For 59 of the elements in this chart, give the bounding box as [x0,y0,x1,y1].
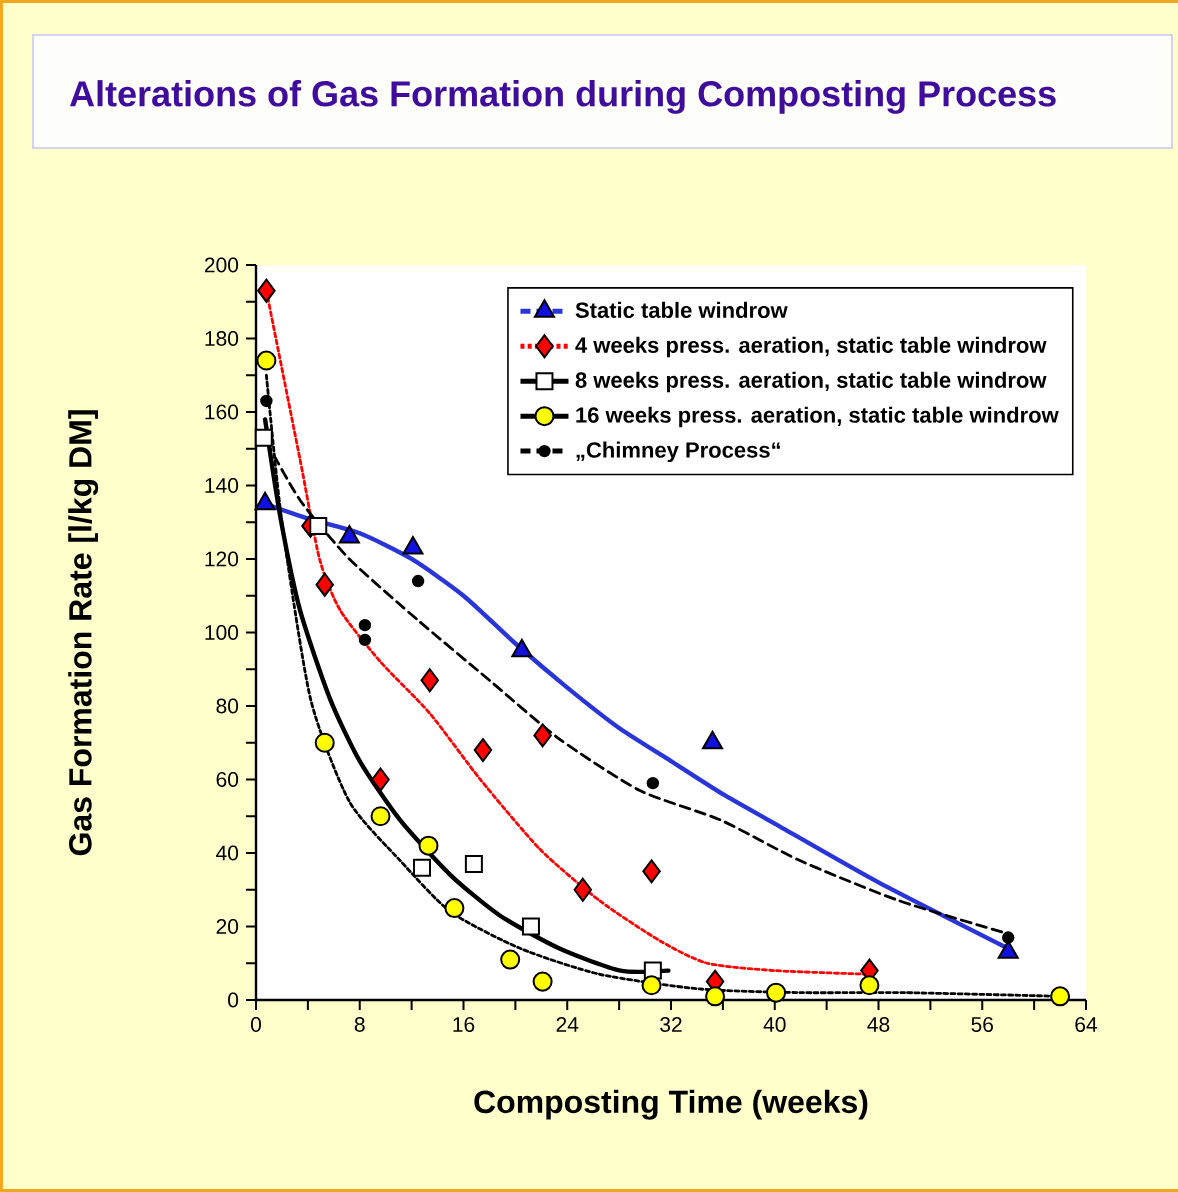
legend-label: Static table windrow [575,301,788,318]
x-tick-label: 8 [354,1017,365,1032]
point [256,350,277,371]
legend-label: „Chimney Process“ [576,441,780,463]
y-tick-label: 0 [228,992,239,1008]
y-tick-label: 80 [216,698,239,714]
point [309,516,328,535]
point [358,633,372,647]
y-tick-label: 200 [204,257,239,273]
legend-label: 4 weeks press. aeration, static table windrow [575,336,1047,358]
point [257,278,276,303]
point [370,806,391,827]
x-tick-label: 0 [250,1017,262,1032]
x-axis-title: Composting Time (weeks) [474,1089,868,1120]
point [641,975,662,996]
point [1002,931,1015,944]
point [411,574,425,588]
y-axis-title: Gas Formation Rate [l/kg DM] [68,410,99,856]
x-tick-label: 40 [763,1017,786,1032]
point [532,971,553,992]
y-tick-label: 140 [205,478,239,493]
point [444,898,465,919]
y-tick-label: 40 [216,845,239,861]
point [766,982,787,1003]
point [464,855,483,874]
point [371,767,390,792]
x-tick-label: 56 [971,1017,994,1032]
y-tick-label: 120 [205,551,239,567]
y-tick-label: 160 [205,404,239,420]
point [1050,986,1071,1007]
point [418,835,439,856]
legend-label: 16 weeks press. aeration, static table windrow [576,406,1059,428]
point [413,858,431,877]
point [358,618,372,632]
point [521,917,540,936]
point [705,986,726,1007]
point [642,859,661,884]
point [315,572,334,597]
point [533,723,552,748]
point [420,668,440,693]
x-tick-label: 64 [1075,1017,1098,1032]
y-tick-label: 60 [216,772,239,787]
x-tick-label: 48 [867,1017,890,1032]
point [500,949,521,970]
x-tick-label: 16 [453,1017,475,1032]
legend-label: 8 weeks press. aeration, static table windrow [575,371,1047,393]
y-tick-label: 20 [216,919,239,934]
point [646,776,660,790]
y-tick-label: 180 [205,331,239,346]
point [260,394,273,408]
x-tick-label: 32 [660,1017,682,1032]
point [254,428,273,447]
point [573,877,593,902]
point [859,975,880,996]
x-tick-label: 24 [556,1017,579,1032]
point [314,732,335,753]
point [473,738,493,763]
chart-title: Alterations of Gas Formation during Composting Process [69,80,1056,114]
y-tick-label: 100 [205,625,239,640]
